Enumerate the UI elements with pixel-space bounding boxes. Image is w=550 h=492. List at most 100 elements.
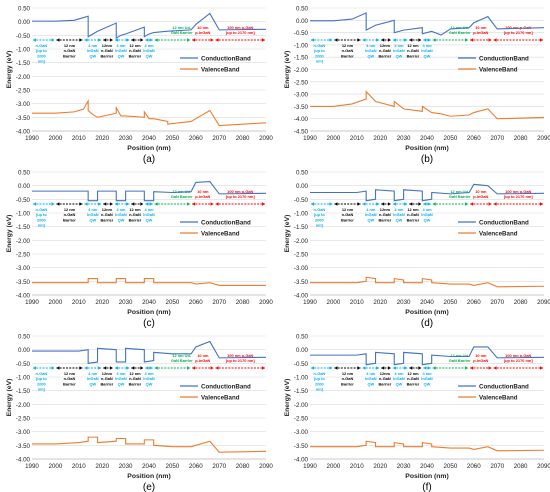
chart-panel: 0.50 0.00 -0.50 -1.00 -1.50 -2.00 -2.50 -3.00 -3…	[284, 170, 550, 330]
arrow-head	[409, 366, 413, 370]
region-annotation: p-InGaN	[473, 358, 488, 363]
arrow-head	[387, 38, 391, 42]
y-tick-label: -3.00	[294, 429, 309, 436]
y-axis-label: Energy (eV)	[6, 379, 13, 417]
y-tick-label: -3.00	[16, 429, 31, 436]
arrow-head	[215, 202, 219, 206]
x-tick-label: 2000	[49, 299, 63, 306]
y-tick-label: -1.50	[16, 60, 31, 67]
arrow-head	[103, 202, 107, 206]
region-annotation: 4 nm	[144, 207, 154, 212]
arrow-head	[33, 38, 36, 42]
region-annotation: QW	[89, 53, 96, 58]
region-annotation: n-GaN	[379, 48, 391, 53]
y-axis-label: Energy (eV)	[284, 379, 291, 417]
y-tick-label: 0.00	[296, 18, 309, 25]
x-tick-label: 2080	[514, 135, 528, 142]
arrow-head	[262, 202, 265, 206]
arrow-head	[114, 366, 118, 370]
arrow-head	[418, 366, 422, 370]
arrow-head	[140, 366, 144, 370]
x-tick-label: 2070	[212, 135, 226, 142]
x-axis-label: Position (nm)	[405, 473, 448, 480]
region-annotation: [up to 2170 nm]	[504, 30, 533, 35]
arrow-head	[376, 202, 380, 206]
region-annotation: InGaN	[143, 376, 155, 381]
y-tick-label: -2.00	[16, 238, 31, 245]
x-tick-label: 2030	[119, 463, 133, 470]
arrow-head	[109, 202, 113, 206]
y-tick-label: -1.00	[294, 211, 309, 218]
y-tick-label: 0.00	[18, 347, 31, 354]
conduction-band-line	[32, 340, 267, 364]
region-annotation: [up to 2170 nm]	[504, 194, 533, 199]
y-tick-label: -4.00	[294, 116, 309, 123]
x-axis-label: Position (nm)	[405, 145, 448, 152]
arrow-head	[470, 38, 474, 42]
panel-label: (c)	[143, 318, 155, 329]
chart-panel: 0.50 0.00 -0.50 -1.00 -1.50 -2.00 -2.50 -3.00 -3…	[284, 334, 550, 492]
arrow-head	[84, 366, 88, 370]
y-tick-label: -0.50	[16, 197, 31, 204]
y-axis-label: Energy (eV)	[6, 215, 13, 253]
arrow-head	[187, 38, 191, 42]
arrow-head	[126, 38, 130, 42]
y-tick-label: 0.00	[296, 183, 309, 190]
conduction-band-line	[310, 183, 545, 202]
region-annotation: GaN Barrier	[449, 194, 471, 199]
region-annotation: p-InGaN	[473, 194, 488, 199]
x-tick-label: 2040	[142, 299, 156, 306]
y-tick-label: -1.50	[294, 55, 309, 62]
arrow-head	[465, 202, 469, 206]
x-tick-label: 2020	[95, 135, 109, 142]
region-annotation: 4 nm	[422, 43, 432, 48]
y-tick-label: 0.00	[18, 19, 31, 26]
region-annotation: QW	[367, 53, 374, 58]
region-annotation: QW	[146, 53, 153, 58]
x-tick-label: 2050	[166, 299, 180, 306]
arrow-head	[262, 38, 265, 42]
x-tick-label: 2010	[350, 463, 364, 470]
region-annotation: 4 nm	[394, 43, 404, 48]
y-tick-label: -1.50	[294, 224, 309, 231]
region-annotation: Barrier	[407, 53, 420, 58]
x-tick-label: 2020	[373, 463, 387, 470]
y-tick-label: -1.00	[16, 375, 31, 382]
region-annotation: [up to	[314, 376, 325, 381]
arrow-head	[109, 366, 113, 370]
region-annotation: n-GaN	[379, 212, 391, 217]
valence-band-line	[32, 98, 267, 127]
region-annotation: 4 nm	[88, 43, 98, 48]
arrow-head	[465, 38, 469, 42]
y-tick-label: -3.50	[294, 279, 309, 286]
conduction-band-line	[32, 181, 267, 202]
region-annotation: InGaN	[393, 48, 405, 53]
arrow-head	[409, 38, 413, 42]
arrow-head	[79, 202, 83, 206]
y-tick-label: -2.50	[294, 79, 309, 86]
y-tick-label: 0.50	[18, 6, 31, 13]
region-annotation: nm]	[316, 223, 324, 228]
y-tick-label: -0.50	[294, 361, 309, 368]
region-annotation: n-GaN	[36, 207, 48, 212]
chart-panel: 0.50 0.00 -0.50 -1.00 -1.50 -2.00 -2.50 -3.00 -3…	[6, 170, 273, 330]
arrow-head	[427, 38, 431, 42]
arrow-head	[56, 38, 60, 42]
region-annotation: 4 nm	[366, 43, 376, 48]
region-annotation: p-InGaN	[473, 30, 488, 35]
region-annotation: 2000	[315, 217, 324, 222]
x-tick-label: 2080	[514, 463, 528, 470]
x-tick-label: 2010	[350, 135, 364, 142]
region-annotation: 10 nm	[475, 25, 487, 30]
x-axis-label: Position (nm)	[127, 145, 170, 152]
arrow-head	[51, 38, 55, 42]
region-annotation: n-GaN	[64, 48, 76, 53]
region-annotation: Barrier	[378, 53, 391, 58]
arrow-head	[56, 202, 60, 206]
x-tick-label: 2040	[420, 463, 434, 470]
region-annotation: 4 nm	[422, 371, 432, 376]
arrow-head	[392, 366, 396, 370]
region-annotation: n-GaN	[314, 43, 326, 48]
arrow-head	[140, 38, 144, 42]
